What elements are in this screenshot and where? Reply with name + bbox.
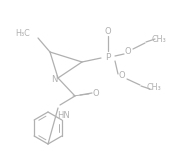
Text: CH₃: CH₃ bbox=[152, 36, 166, 45]
Text: P: P bbox=[105, 54, 111, 62]
Text: HN: HN bbox=[57, 112, 69, 121]
Text: O: O bbox=[119, 71, 125, 81]
Text: H₃C: H₃C bbox=[15, 29, 30, 38]
Text: O: O bbox=[93, 88, 99, 97]
Text: CH₃: CH₃ bbox=[147, 83, 161, 93]
Text: O: O bbox=[125, 47, 131, 57]
Text: O: O bbox=[105, 28, 111, 36]
Text: N: N bbox=[51, 74, 57, 83]
